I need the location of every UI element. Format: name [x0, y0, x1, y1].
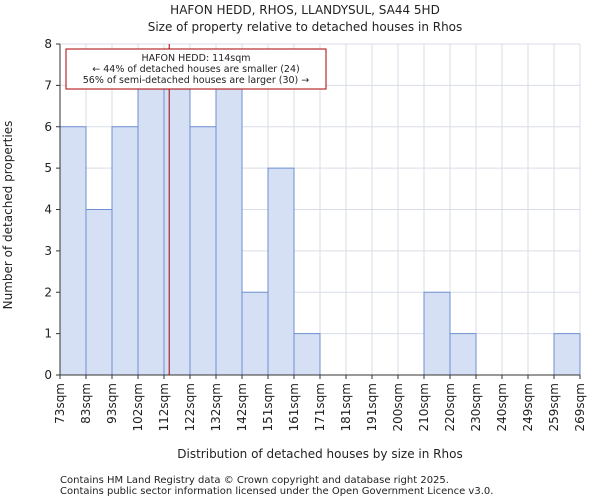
bar	[189, 126, 217, 376]
bar	[241, 291, 269, 376]
x-axis-label: Distribution of detached houses by size …	[177, 447, 462, 461]
x-tick-label: 210sqm	[417, 383, 431, 431]
y-tick-label: 6	[44, 120, 52, 134]
x-tick-label: 220sqm	[443, 383, 457, 431]
x-tick-label: 83sqm	[79, 383, 93, 424]
chart-title: HAFON HEDD, RHOS, LLANDYSUL, SA44 5HD	[170, 3, 440, 17]
x-tick-label: 73sqm	[53, 383, 67, 424]
bar	[137, 84, 165, 376]
annotation-line: 56% of semi-detached houses are larger (…	[83, 75, 310, 86]
annotation-line: ← 44% of detached houses are smaller (24…	[92, 64, 299, 75]
y-tick-label: 8	[44, 37, 52, 51]
x-tick-label: 142sqm	[235, 383, 249, 431]
footer-line-1: Contains HM Land Registry data © Crown c…	[60, 475, 449, 486]
x-tick-label: 181sqm	[339, 383, 353, 431]
x-tick-label: 161sqm	[287, 383, 301, 431]
bar	[293, 333, 321, 376]
x-tick-label: 240sqm	[495, 383, 509, 431]
bar	[553, 333, 581, 376]
y-tick-label: 3	[44, 244, 52, 258]
x-tick-label: 230sqm	[469, 383, 483, 431]
bar	[215, 84, 243, 376]
y-tick-label: 5	[44, 161, 52, 175]
x-tick-label: 171sqm	[313, 383, 327, 431]
chart-subtitle: Size of property relative to detached ho…	[148, 20, 463, 34]
x-tick-label: 122sqm	[183, 383, 197, 431]
y-tick-label: 1	[44, 327, 52, 341]
y-tick-label: 7	[44, 78, 52, 92]
x-tick-label: 112sqm	[157, 383, 171, 431]
x-tick-label: 259sqm	[547, 383, 561, 431]
bar	[163, 84, 191, 376]
axes: 0 1 2 3 4 5 6 7 8 73sqm 83sqm 93sqm 102sqm 112sqm 122s…	[44, 37, 587, 431]
x-tick-label: 93sqm	[105, 383, 119, 424]
bar	[423, 291, 451, 376]
bar	[267, 167, 295, 376]
y-tick-label: 2	[44, 285, 52, 299]
y-tick-label: 0	[44, 368, 52, 382]
x-tick-label: 132sqm	[209, 383, 223, 431]
bar	[85, 209, 113, 376]
footer-line-2: Contains public sector information licen…	[60, 486, 493, 497]
bar	[449, 333, 477, 376]
x-tick-label: 249sqm	[521, 383, 535, 431]
bar	[111, 126, 139, 376]
x-tick-label: 151sqm	[261, 383, 275, 431]
x-tick-label: 269sqm	[573, 383, 587, 431]
y-axis-label: Number of detached properties	[1, 121, 15, 310]
x-tick-label: 102sqm	[131, 383, 145, 431]
y-tick-label: 4	[44, 203, 52, 217]
annotation-box	[65, 48, 327, 90]
bar	[59, 126, 87, 376]
x-tick-label: 200sqm	[391, 383, 405, 431]
annotation: HAFON HEDD: 114sqm← 44% of detached hous…	[65, 44, 327, 375]
x-tick-label: 191sqm	[365, 383, 379, 431]
annotation-line: HAFON HEDD: 114sqm	[141, 53, 250, 64]
